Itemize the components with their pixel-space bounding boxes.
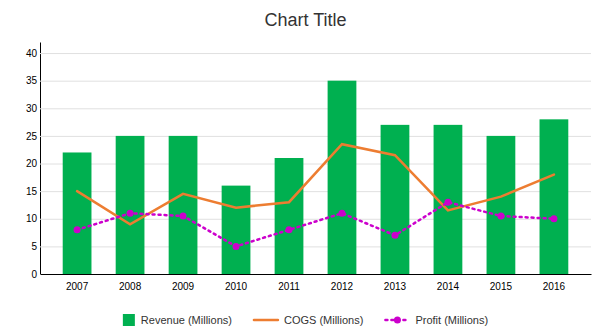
y-tick-label: 5 [31, 241, 37, 252]
x-tick: 2016 [543, 281, 566, 292]
y-tick-label: 10 [26, 213, 38, 224]
x-tick: 2014 [437, 281, 460, 292]
x-tick: 2015 [490, 281, 513, 292]
y-tick: 40 [26, 48, 591, 59]
legend-item: Revenue (Millions) [123, 314, 232, 326]
bar-series [63, 81, 569, 274]
bar [116, 136, 145, 274]
chart-title: Chart Title [264, 10, 346, 30]
bar [222, 186, 251, 274]
grid-line [40, 81, 591, 82]
x-tick: 2013 [384, 281, 407, 292]
x-tick-label: 2007 [66, 281, 89, 292]
y-tick-label: 35 [26, 75, 38, 86]
x-tick: 2012 [331, 281, 354, 292]
point [127, 210, 134, 217]
x-tick: 2008 [119, 281, 142, 292]
legend: Revenue (Millions) COGS (Millions) Profit … [123, 314, 488, 326]
x-tick-label: 2012 [331, 281, 354, 292]
y-tick: 35 [26, 75, 591, 86]
bar [275, 158, 304, 274]
x-tick-label: 2013 [384, 281, 407, 292]
legend-label: COGS (Millions) [284, 314, 363, 326]
point [391, 232, 398, 239]
line [77, 202, 554, 246]
bar [169, 136, 198, 274]
x-tick-label: 2016 [543, 281, 566, 292]
marks [63, 81, 569, 274]
legend-marker [394, 317, 401, 324]
point [550, 215, 557, 222]
y-tick-label: 20 [26, 158, 38, 169]
x-tick-label: 2011 [278, 281, 300, 292]
x-tick-label: 2014 [437, 281, 460, 292]
x-tick: 2007 [66, 281, 89, 292]
bar [328, 81, 357, 274]
y-tick-label: 15 [26, 186, 38, 197]
x-tick-label: 2015 [490, 281, 513, 292]
y-axis-line [40, 43, 41, 275]
grid-line [40, 53, 591, 54]
point [497, 213, 504, 220]
x-tick-label: 2009 [172, 281, 195, 292]
x-axis: 2007 2008 2009 2010 2011 2012 2013 2014 2015 2016 [41, 275, 592, 293]
grid-line [40, 274, 591, 275]
point [444, 199, 451, 206]
x-tick-label: 2010 [225, 281, 248, 292]
point [233, 243, 240, 250]
bar [63, 152, 92, 274]
point [180, 213, 187, 220]
y-tick-label: 40 [26, 48, 38, 59]
legend-swatch [254, 319, 278, 322]
bar [540, 119, 569, 274]
legend-label: Revenue (Millions) [141, 314, 232, 326]
bar [381, 125, 410, 274]
legend-item: Profit (Millions) [385, 314, 488, 326]
y-tick-label: 30 [26, 103, 38, 114]
x-tick: 2011 [278, 281, 300, 292]
plot: 0 5 10 15 20 25 30 35 40 2007 2008 2009 2010 2011 2012… [26, 43, 592, 293]
legend-swatch [123, 314, 135, 326]
legend-item: COGS (Millions) [254, 314, 363, 326]
chart: Chart Title05101520253035402007200820092… [0, 0, 611, 336]
y-tick-label: 25 [26, 131, 38, 142]
line [77, 144, 554, 224]
point [338, 210, 345, 217]
y-tick-label: 0 [31, 269, 37, 280]
point [74, 226, 81, 233]
point [286, 226, 293, 233]
x-tick: 2009 [172, 281, 195, 292]
y-tick: 30 [26, 103, 591, 114]
grid-line [40, 108, 591, 109]
x-tick: 2010 [225, 281, 248, 292]
x-tick-label: 2008 [119, 281, 142, 292]
bar [487, 136, 516, 274]
x-axis-line [41, 274, 592, 275]
y-axis: 0 5 10 15 20 25 30 35 40 [26, 43, 591, 280]
legend-label: Profit (Millions) [415, 314, 488, 326]
